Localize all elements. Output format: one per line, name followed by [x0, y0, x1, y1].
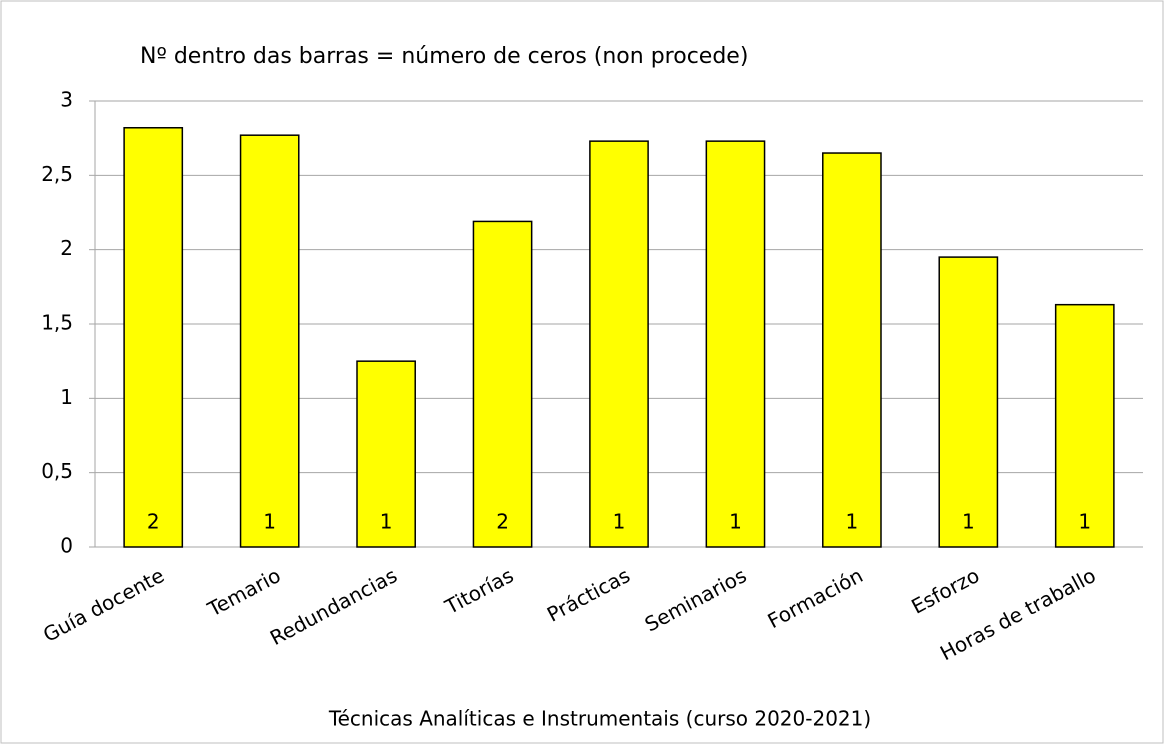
y-tick-label: 2: [60, 236, 73, 260]
y-tick-label: 2,5: [41, 162, 73, 186]
bar: [822, 152, 882, 548]
y-tick-label: 1,5: [41, 311, 73, 335]
x-axis-label: Técnicas Analíticas e Instrumentais (cur…: [328, 707, 871, 731]
bar-label: 1: [1078, 510, 1091, 534]
y-tick-label: 0,5: [41, 459, 73, 483]
y-tick-label: 0: [60, 534, 73, 558]
bar: [356, 360, 416, 548]
chart-title: Nº dentro das barras = número de ceros (…: [140, 44, 748, 69]
bar: [472, 220, 533, 548]
bar-label: 1: [846, 510, 859, 534]
bar-label: 2: [496, 510, 509, 534]
bar: [705, 140, 766, 548]
y-tick-label: 3: [60, 88, 73, 112]
bar: [1054, 303, 1115, 548]
bar: [589, 140, 649, 548]
bar: [123, 127, 184, 548]
bar-label: 1: [613, 510, 626, 534]
bar-label: 1: [962, 510, 975, 534]
y-tick-label: 1: [60, 385, 73, 409]
bar-label: 2: [147, 510, 160, 534]
bar-label: 1: [729, 510, 742, 534]
bar-label: 1: [263, 510, 276, 534]
bar-label: 1: [380, 510, 393, 534]
bar: [239, 134, 300, 548]
bar: [938, 256, 999, 548]
